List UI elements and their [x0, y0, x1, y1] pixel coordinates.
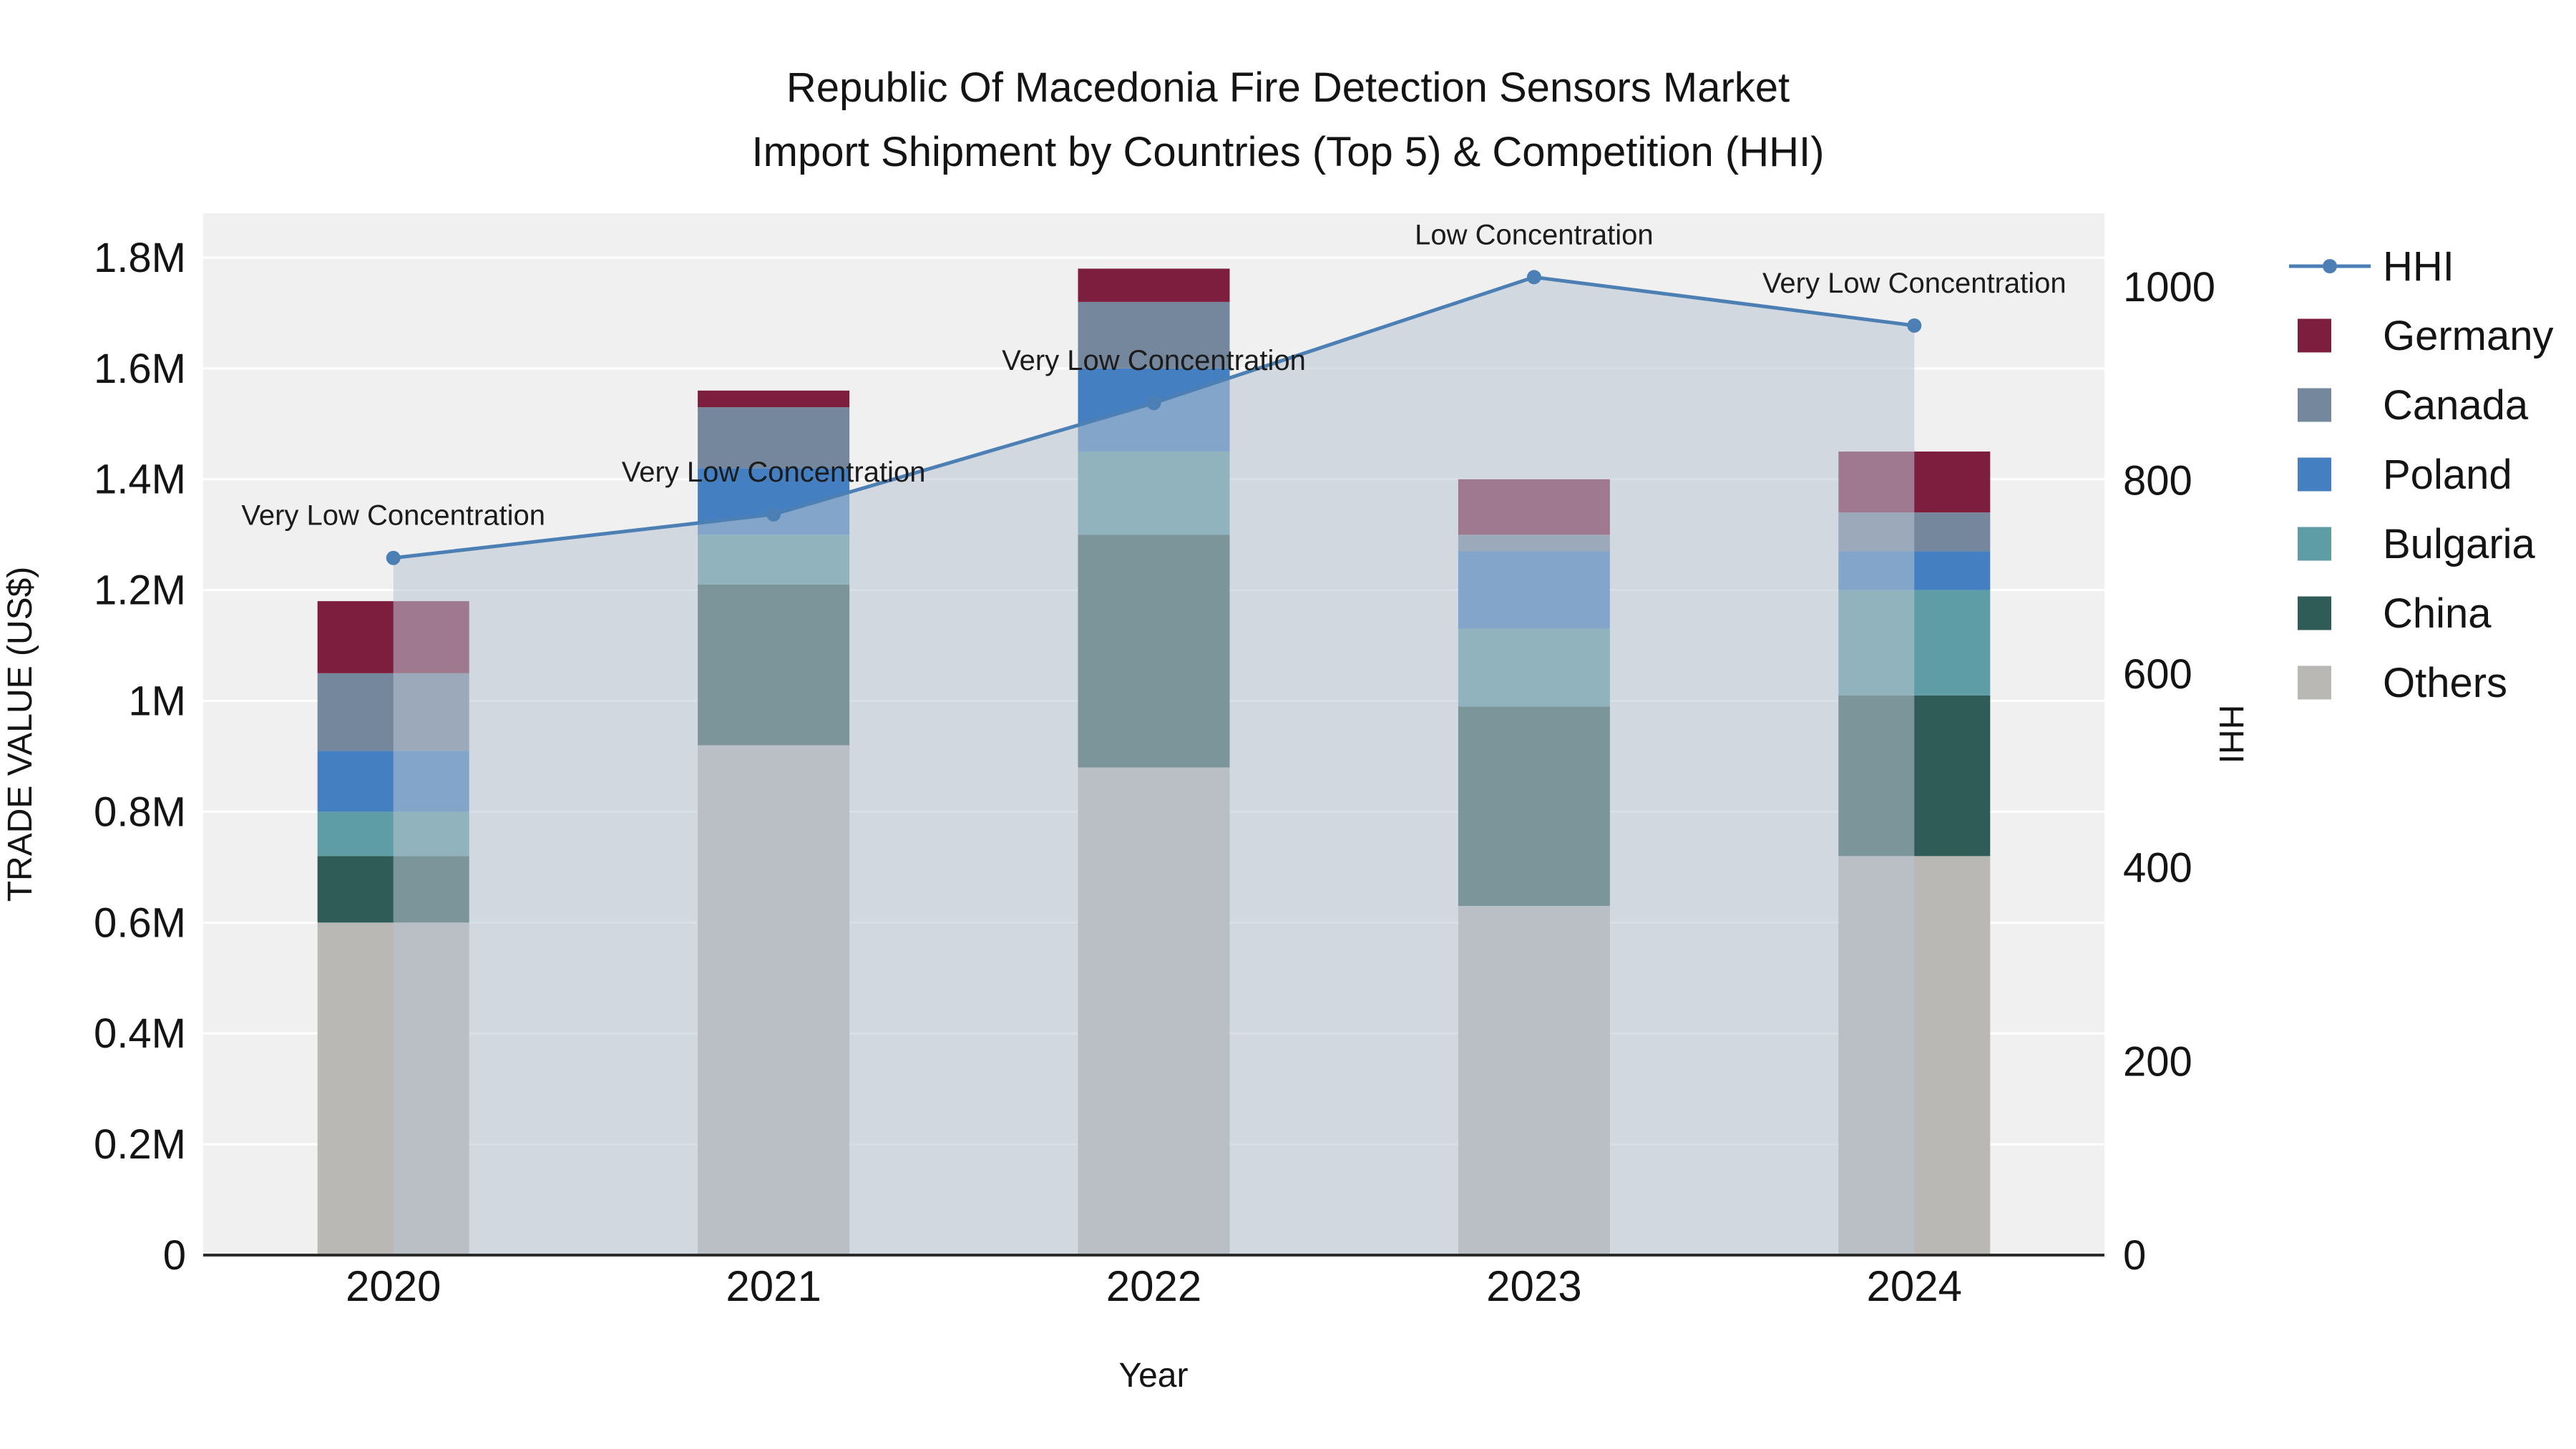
legend-swatch-germany [2298, 318, 2331, 353]
legend-item-bulgaria[interactable]: Bulgaria [2298, 521, 2536, 567]
bar-segment-germany-2021[interactable] [698, 390, 850, 408]
legend-label: Poland [2383, 452, 2512, 498]
legend-swatch-canada [2298, 388, 2331, 422]
legend-swatch-poland [2298, 457, 2331, 492]
bar-segment-canada-2022[interactable] [1078, 301, 1230, 369]
x-tick-label: 2023 [1486, 1262, 1581, 1310]
legend-label: Others [2383, 660, 2507, 706]
hhi-annotation: Very Low Concentration [622, 457, 926, 488]
chart-graphics: 0 0.2M 0.4M 0.6M 0.8M 1M 1.2M 1.4M 1.6M 1.8M 0 200 4… [94, 213, 2554, 1310]
hhi-marker-2020[interactable] [386, 550, 401, 565]
legend-item-china[interactable]: China [2298, 590, 2492, 637]
y-left-tick-label: 0.6M [94, 899, 186, 946]
y-right-tick-label: 200 [2123, 1038, 2192, 1085]
y-left-tick-label: 0.2M [94, 1121, 186, 1168]
hhi-area[interactable] [393, 277, 1915, 1255]
hhi-annotation: Very Low Concentration [241, 500, 545, 532]
x-axis-title: Year [1119, 1357, 1189, 1395]
x-tick-label: 2020 [346, 1262, 441, 1310]
hhi-marker-2024[interactable] [1907, 318, 1922, 333]
y-left-axis-title: TRADE VALUE (US$) [1, 567, 39, 902]
y-right-axis-title: HHI [2212, 705, 2250, 764]
hhi-annotation: Low Concentration [1415, 219, 1654, 250]
y-left-tick-label: 1M [128, 678, 186, 725]
legend-label: Germany [2383, 313, 2554, 359]
legend-item-others[interactable]: Others [2298, 660, 2507, 706]
x-tick-label: 2021 [726, 1262, 821, 1310]
bar-segment-canada-2021[interactable] [698, 407, 850, 469]
bar-segment-germany-2022[interactable] [1078, 268, 1230, 302]
y-left-tick-label: 0.8M [94, 789, 186, 835]
legend-label: China [2383, 590, 2492, 637]
y-right-tick-label: 0 [2123, 1232, 2146, 1279]
legend-swatch-bulgaria [2298, 527, 2331, 561]
hhi-annotation: Very Low Concentration [1002, 345, 1306, 376]
y-right-tick-label: 600 [2123, 651, 2192, 698]
legend-label: Bulgaria [2383, 521, 2536, 567]
y-left-tick-label: 0.4M [94, 1010, 186, 1057]
y-left-tick-label: 1.4M [94, 457, 186, 503]
y-right-tick-label: 400 [2123, 845, 2192, 892]
legend-hhi-marker [2323, 259, 2337, 273]
hhi-annotation: Very Low Concentration [1762, 268, 2067, 299]
legend-item-canada[interactable]: Canada [2298, 382, 2529, 429]
hhi-marker-2022[interactable] [1146, 396, 1161, 411]
chart-title-line1: Republic Of Macedonia Fire Detection Sen… [786, 64, 1790, 111]
legend-swatch-others [2298, 665, 2331, 700]
y-left-tick-label: 1.6M [94, 346, 186, 392]
x-tick-label: 2024 [1867, 1262, 1962, 1310]
y-left-tick-label: 0 [163, 1232, 186, 1279]
x-tick-label: 2022 [1106, 1262, 1201, 1310]
y-right-tick-label: 800 [2123, 457, 2192, 504]
legend-label: Canada [2383, 382, 2529, 429]
chart-title-line2: Import Shipment by Countries (Top 5) & C… [751, 128, 1825, 175]
legend-label: HHI [2383, 243, 2454, 290]
y-right-tick-label: 1000 [2123, 264, 2215, 311]
chart-title: Republic Of Macedonia Fire Detection Sen… [0, 56, 2576, 185]
legend-swatch-china [2298, 596, 2331, 630]
hhi-marker-2023[interactable] [1526, 270, 1541, 285]
y-left-tick-label: 1.8M [94, 235, 186, 281]
y-left-tick-label: 1.2M [94, 567, 186, 614]
legend-item-hhi[interactable]: HHI [2289, 243, 2454, 290]
legend-item-germany[interactable]: Germany [2298, 313, 2554, 359]
hhi-marker-2021[interactable] [766, 507, 781, 522]
legend-item-poland[interactable]: Poland [2298, 452, 2512, 498]
